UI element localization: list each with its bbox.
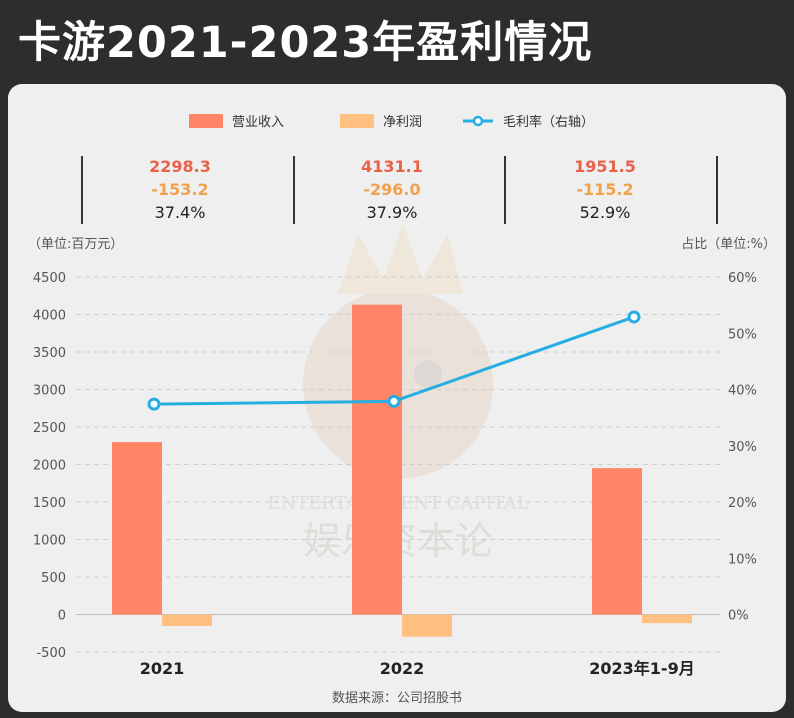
y2-tick-label: 0%: [728, 609, 749, 624]
axes: -500 0 500 1000 1500 2000 2500 3000 3500 4000 4500…: [33, 271, 757, 678]
page-title: 卡游2021-2023年盈利情况: [18, 18, 593, 68]
legend-swatch-revenue: [189, 114, 223, 128]
legend-label-revenue: 营业收入: [232, 115, 284, 130]
y2-tick-label: 10%: [728, 552, 757, 567]
summary-revenue: 2298.3: [149, 157, 211, 176]
y-tick-label: 0: [58, 609, 66, 624]
y-tick-label: 2500: [33, 421, 66, 436]
y-tick-label: -500: [36, 646, 66, 661]
bars: [112, 304, 692, 637]
revenue-bar: [112, 442, 162, 615]
summary-net-profit: -115.2: [576, 180, 633, 199]
summary-margin: 37.4%: [155, 203, 206, 222]
y-tick-label: 3000: [33, 384, 66, 399]
right-axis-unit: 占比（单位:%）: [681, 237, 776, 252]
legend-marker-margin: [472, 115, 484, 127]
left-axis-unit: （单位:百万元）: [28, 237, 123, 252]
y-tick-label: 2000: [33, 459, 66, 474]
source-note: 数据来源：公司招股书: [332, 691, 462, 706]
net-profit-bar: [642, 614, 692, 624]
margin-line: [147, 310, 641, 411]
margin-point: [387, 394, 401, 408]
legend: 营业收入 净利润 毛利率（右轴）: [189, 114, 594, 130]
summary-table: 2298.3 -153.2 37.4% 4131.1 -296.0 37.9% 1951.5…: [81, 156, 718, 224]
y-tick-label: 500: [41, 571, 66, 586]
revenue-bar: [592, 468, 642, 615]
y2-tick-label: 30%: [728, 440, 757, 455]
y2-tick-label: 50%: [728, 327, 757, 342]
summary-net-profit: -296.0: [363, 180, 420, 199]
y2-tick-label: 40%: [728, 384, 757, 399]
legend-swatch-net-profit: [340, 114, 374, 128]
y-tick-label: 4500: [33, 271, 66, 286]
legend-label-margin: 毛利率（右轴）: [503, 114, 594, 130]
y2-tick-label: 60%: [728, 271, 757, 286]
margin-point: [627, 310, 641, 324]
y-tick-label: 3500: [33, 346, 66, 361]
chart-panel: ENTERTAINMENT CAPITAL 娱乐资本论 营业收入净利润毛利率（右…: [8, 84, 786, 712]
x-tick-label: 2022: [380, 659, 425, 678]
y-tick-label: 1500: [33, 496, 66, 511]
x-tick-label: 2021: [140, 659, 185, 678]
summary-revenue: 1951.5: [574, 157, 636, 176]
margin-point: [147, 397, 161, 411]
combo-chart: ENTERTAINMENT CAPITAL 娱乐资本论 营业收入净利润毛利率（右…: [28, 114, 776, 706]
y-tick-label: 4000: [33, 309, 66, 324]
summary-revenue: 4131.1: [361, 157, 423, 176]
x-tick-label: 2023年1-9月: [589, 659, 694, 678]
summary-margin: 37.9%: [367, 203, 418, 222]
summary-net-profit: -153.2: [151, 180, 208, 199]
summary-margin: 52.9%: [580, 203, 631, 222]
legend-label-net-profit: 净利润: [383, 115, 422, 130]
y-tick-label: 1000: [33, 534, 66, 549]
net-profit-bar: [402, 614, 452, 637]
net-profit-bar: [162, 614, 212, 626]
revenue-bar: [352, 304, 402, 615]
y2-tick-label: 20%: [728, 496, 757, 511]
